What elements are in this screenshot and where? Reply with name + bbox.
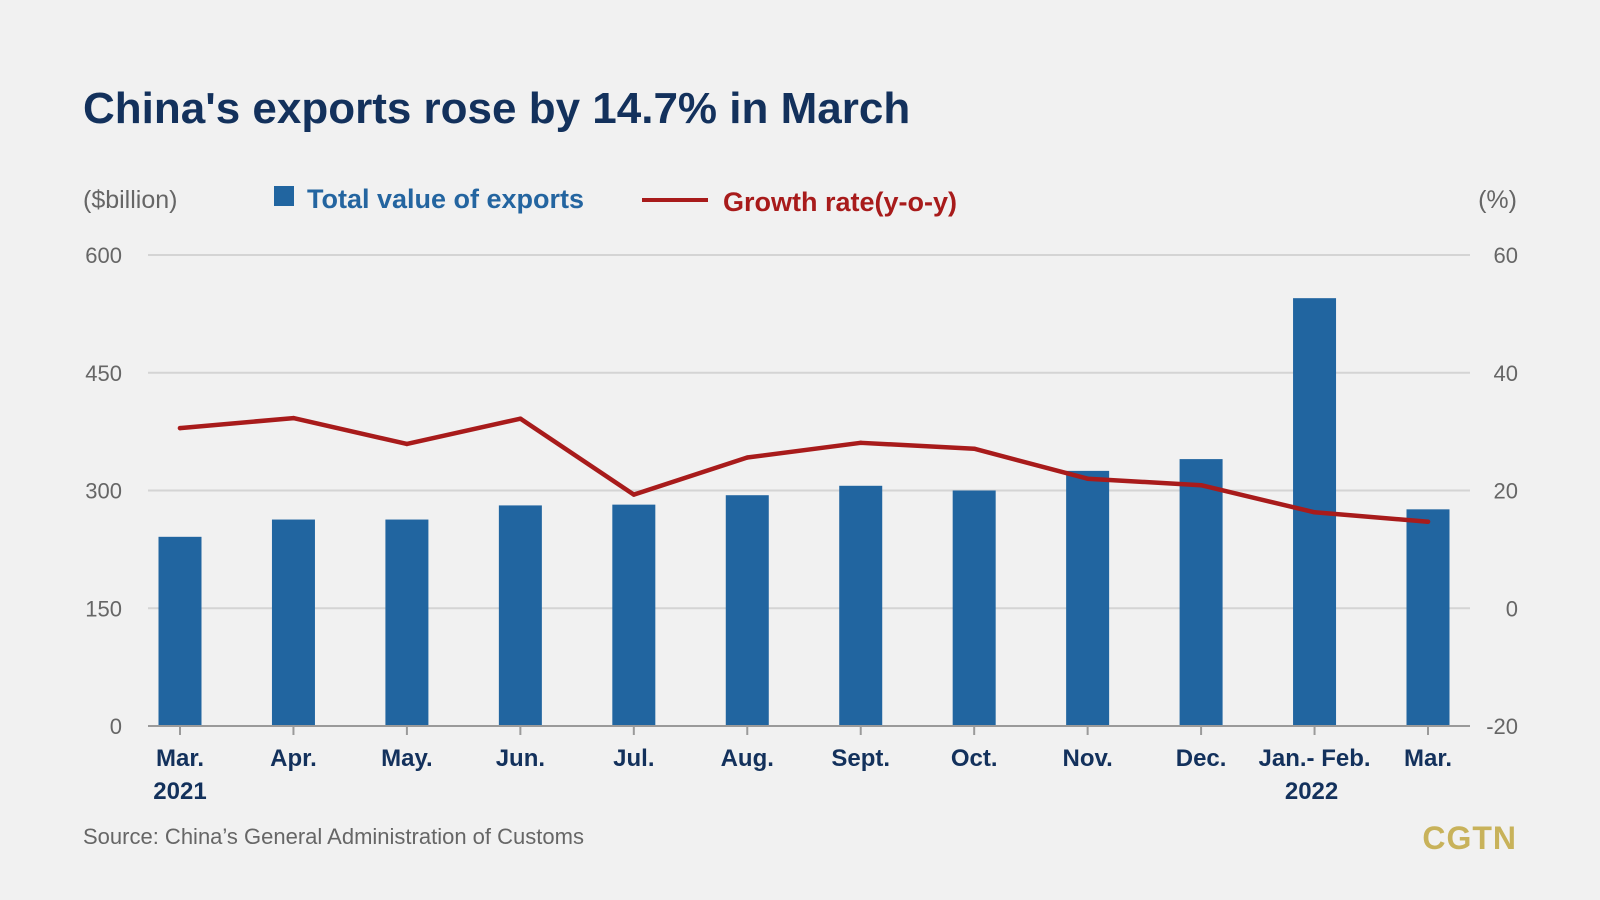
growth-rate-point-11 [1425,519,1431,524]
chart-title: China's exports rose by 14.7% in March [83,84,910,133]
growth-rate-point-7 [971,446,977,451]
x-category-label: Apr. [270,745,317,772]
right-y-tick-label: -20 [1486,714,1518,739]
x-year-label: 2021 [153,778,206,805]
growth-rate-point-2 [404,441,410,447]
growth-rate-point-0 [177,425,183,431]
x-ticks [179,726,1429,735]
right-y-ticks: 60 40 20 0 -20 [1486,243,1518,739]
growth-rate-point-4 [631,492,637,497]
right-y-tick-label: 60 [1494,243,1518,268]
x-labels: Mar. 2021 Apr. May. Jun. Jul. Aug. Sept. Oct. Nov… [153,745,1452,805]
x-category-label: Dec. [1176,745,1227,772]
right-axis-unit: (%) [1478,186,1517,214]
growth-rate-point-9 [1198,483,1204,488]
bar-8 [1066,470,1110,726]
growth-rate-point-10 [1312,510,1317,515]
legend: Total value of exports Growth rate(y-o-y… [274,184,957,217]
bar-1 [271,519,315,726]
x-category-label: Mar. [1404,745,1452,772]
right-y-tick-label: 40 [1494,361,1518,386]
grid [148,254,1470,610]
bar-3 [498,505,542,726]
growth-rate-point-3 [518,416,523,421]
bar-5 [725,495,769,726]
bar-7 [952,490,996,726]
x-category-label: Jul. [613,745,654,772]
left-y-tick-label: 450 [85,361,122,386]
cgtn-logo: CGTN [1422,820,1517,856]
left-y-tick-label: 0 [110,714,122,739]
growth-rate-point-8 [1085,476,1090,481]
x-category-label: Mar. [156,745,204,772]
x-category-label: Jan.- Feb. [1259,745,1371,772]
bar-2 [385,519,429,726]
growth-rate-point-6 [858,440,863,446]
bar-4 [612,504,656,726]
left-axis-unit: ($billion) [83,186,177,214]
x-category-label: Oct. [951,745,998,772]
x-year-label: 2022 [1285,778,1338,805]
left-y-tick-label: 300 [85,479,122,504]
line-series [177,415,1431,524]
growth-rate-point-5 [745,455,750,460]
x-category-label: Jun. [496,745,545,772]
source-note: Source: China’s General Administration o… [83,824,584,849]
x-category-label: May. [381,745,433,772]
legend-bar-label: Total value of exports [307,184,584,214]
x-category-label: Aug. [721,745,774,772]
bar-0 [158,536,202,726]
bar-series [158,298,1450,726]
left-y-tick-label: 600 [85,243,122,268]
growth-rate-line [177,415,1431,524]
bar-6 [839,485,883,726]
growth-rate-point-1 [291,415,296,421]
left-y-tick-label: 150 [85,596,122,621]
bar-11 [1406,509,1450,726]
legend-line-label: Growth rate(y-o-y) [723,187,957,217]
x-category-label: Nov. [1063,745,1113,772]
legend-bar-swatch [274,186,294,206]
right-y-tick-label: 0 [1506,596,1518,621]
right-y-tick-label: 20 [1494,479,1518,504]
left-y-ticks: 600 450 300 150 0 [85,243,122,739]
x-category-label: Sept. [831,745,890,772]
bar-9 [1179,459,1223,726]
